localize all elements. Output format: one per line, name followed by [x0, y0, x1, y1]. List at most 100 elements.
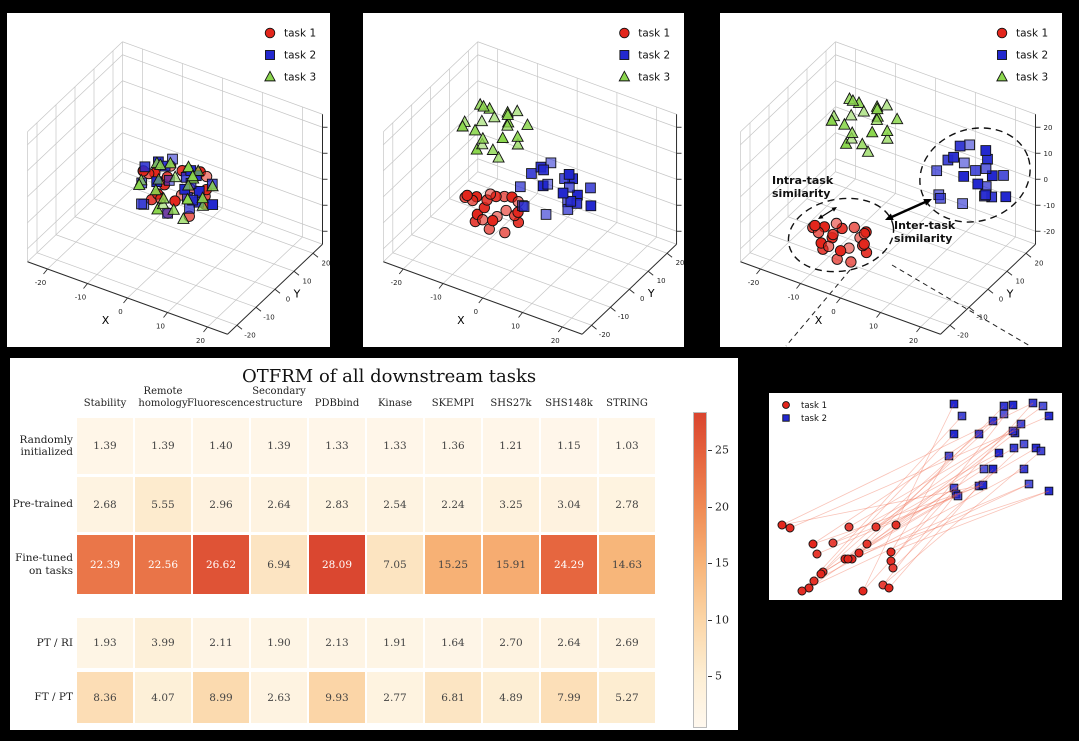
heatmap-cell: 24.29: [541, 535, 597, 594]
scatter-point-circle: [619, 27, 630, 39]
heatmap-cell: 5.27: [599, 672, 655, 723]
legend: task 1 task 2 task 3: [618, 27, 670, 84]
heatmap-row-label: Fine-tuned on tasks: [15, 552, 73, 577]
legend-label: task 1: [638, 27, 670, 39]
heatmap-panel: OTFRM of all downstream tasks Stability R…: [10, 358, 738, 730]
scatter-point-circle: [487, 214, 499, 227]
y-tick-label: 10: [1016, 277, 1025, 285]
heatmap-column-header: STRING: [606, 397, 648, 409]
scatter-point-circle: [499, 226, 511, 239]
heatmap-cell: 4.89: [483, 672, 539, 723]
points-task-3: [456, 97, 534, 163]
scatter-point-triangle: [996, 70, 1008, 82]
colorbar-tick-mark: [708, 676, 712, 677]
scatter-point-triangle: [196, 198, 210, 211]
scatter-point-square: [931, 165, 943, 177]
points-task-1: [807, 217, 873, 268]
axis-spines: [740, 114, 1036, 335]
scatter-point-triangle: [857, 104, 871, 117]
scatter-point-triangle: [456, 119, 469, 132]
legend-label: task 2: [1016, 50, 1048, 62]
points-task-2: [944, 398, 1054, 501]
z-tick-label: -20: [1044, 228, 1055, 236]
scatter-point-triangle: [132, 178, 146, 190]
scatter-point-square: [998, 170, 1009, 181]
scatter-point-circle: [808, 539, 818, 549]
legend-label: task 2: [801, 414, 827, 424]
scatter-point-square: [935, 192, 946, 204]
scatter-point-circle: [777, 520, 787, 530]
heatmap-cell: 1.33: [309, 418, 365, 474]
heatmap-column-header: PDBbind: [314, 397, 360, 409]
scatter-point-triangle: [475, 114, 489, 127]
scatter-point-square: [954, 140, 966, 152]
scatter-point-square: [994, 448, 1004, 458]
scatter-point-circle: [797, 586, 807, 596]
scatter-point-triangle: [861, 145, 875, 157]
y-tick-label: 10: [657, 277, 666, 285]
scatter-point-circle: [844, 522, 854, 532]
heatmap-column-header: Remote homology: [138, 385, 188, 409]
heatmap-cell: 2.54: [367, 477, 423, 532]
heatmap-cell: 3.25: [483, 477, 539, 532]
scatter-point-square: [1009, 443, 1019, 453]
scatter-point-triangle: [501, 108, 515, 120]
scatter-point-triangle: [870, 102, 884, 115]
scatter-point-square: [193, 185, 205, 197]
heatmap-cell: 1.40: [193, 418, 249, 474]
scatter-point-square: [953, 491, 963, 501]
scatter-point-triangle: [477, 99, 490, 112]
scatter-point-square: [1044, 411, 1054, 421]
scatter-point-square: [1038, 401, 1048, 411]
scatter-point-circle: [264, 27, 276, 39]
task1-cluster-ellipse: [787, 197, 895, 273]
axis-spines: [27, 114, 323, 335]
scatter-point-square: [1008, 426, 1018, 436]
scatter-point-triangle: [181, 192, 194, 205]
legend-label: task 2: [638, 49, 670, 61]
y-tick-label: -20: [244, 331, 255, 339]
heatmap-column-header: Stability: [83, 397, 127, 409]
heatmap-cell: 2.96: [193, 477, 249, 532]
scatter-point-square: [1016, 419, 1026, 429]
legend-label: task 3: [638, 71, 670, 83]
axis-spines: [383, 114, 678, 335]
points-task-2: [515, 157, 597, 220]
scatter-point-square: [542, 178, 554, 190]
heatmap-cell: 2.24: [425, 477, 481, 532]
scatter-point-triangle: [157, 191, 170, 204]
scatter-point-square: [988, 464, 998, 474]
scatter-point-triangle: [890, 112, 904, 125]
scatter-point-triangle: [475, 137, 489, 150]
heatmap-column-header: SKEMPI: [431, 397, 475, 409]
inter-task-similarity-label: Inter-task similarity: [894, 219, 956, 245]
heatmap-cell: 1.33: [367, 418, 423, 474]
points-task-2: [931, 139, 1012, 209]
scatter-point-square: [1008, 400, 1018, 410]
cluster-annotations: Intra-task similarity Inter-task similarity: [772, 127, 1031, 273]
x-tick-label: -20: [748, 279, 759, 287]
scatter-point-square: [957, 198, 968, 209]
scatter-point-circle: [848, 221, 860, 234]
legend-label: task 1: [801, 401, 827, 411]
scatter-point-square: [1024, 479, 1034, 489]
heatmap-cell: 1.39: [135, 418, 191, 474]
heatmap-cell: 2.78: [599, 477, 655, 532]
legend: task 1 task 2 task 3: [264, 27, 316, 84]
scatter-point-triangle: [488, 110, 501, 123]
legend-label: task 1: [284, 28, 316, 40]
x-tick-label: 10: [156, 323, 165, 331]
heatmap-cell: 1.39: [251, 418, 307, 474]
legend-label: task 3: [1016, 72, 1048, 84]
x-tick-label: 10: [869, 323, 878, 331]
heatmap-column-header: Kinase: [377, 397, 413, 409]
x-tick-label: -10: [430, 293, 441, 301]
legend: task 1 task 2: [782, 401, 827, 424]
heatmap-cell: 8.99: [193, 672, 249, 723]
heatmap-cell: 2.63: [251, 672, 307, 723]
tsne-panel-partial: -20-20-20-10-10-10000101010202020XYtask …: [363, 13, 684, 347]
scatter-point-triangle: [501, 118, 514, 131]
scatter-point-triangle: [865, 125, 879, 138]
scatter-point-square: [538, 164, 549, 176]
